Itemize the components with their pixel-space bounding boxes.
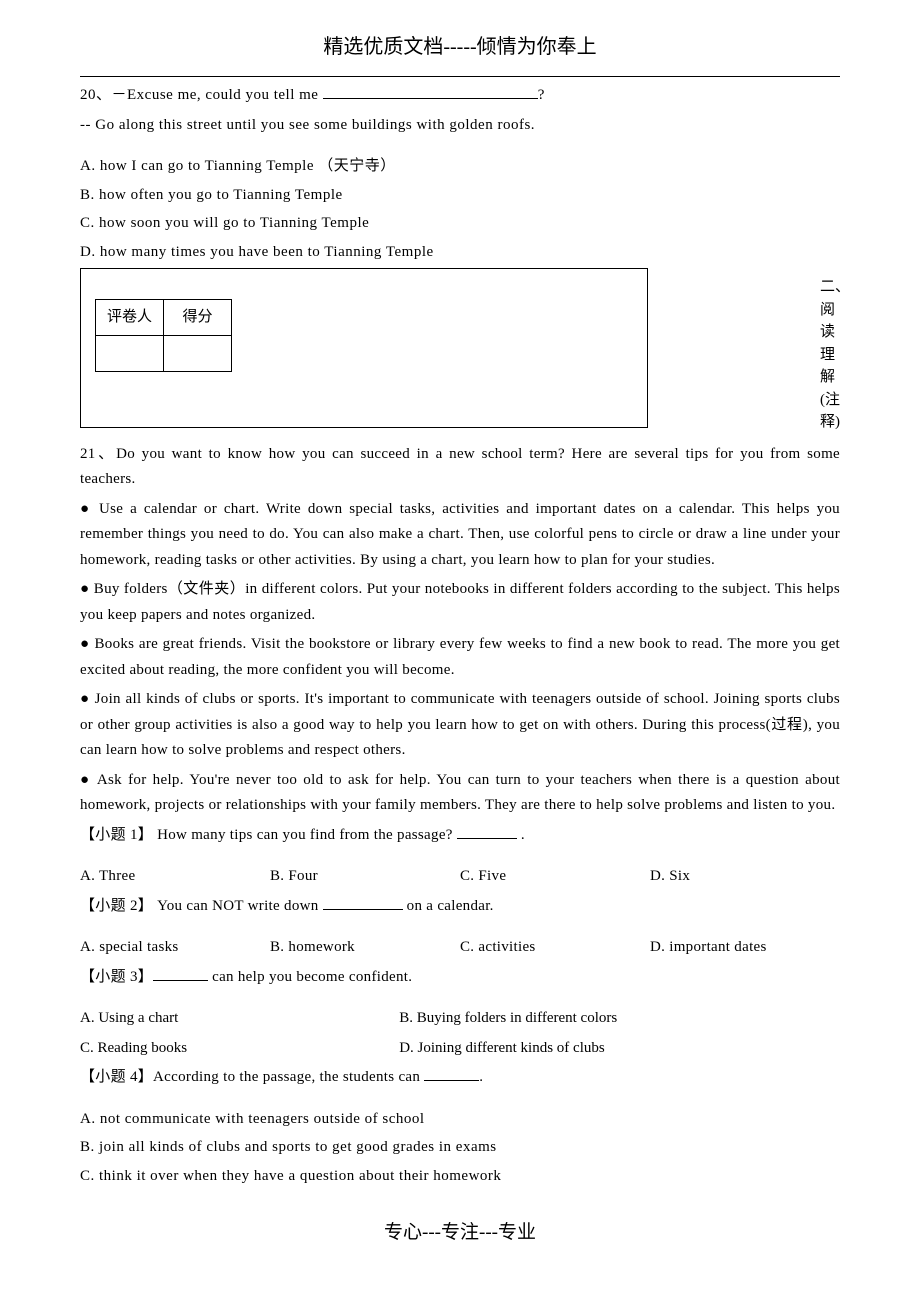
section-title-line-3: 理解: [820, 344, 840, 389]
q21-sub3-options: A. Using a chart B. Buying folders in di…: [80, 1006, 840, 1061]
q21-sub1-d: D. Six: [650, 864, 840, 890]
q20-line2: -- Go along this street until you see so…: [80, 113, 840, 139]
score-box: 评卷人 得分: [80, 268, 648, 428]
section-title-line-4: (注: [820, 389, 840, 412]
q21-bullet-5: ● Ask for help. You're never too old to …: [80, 768, 840, 819]
q21-sub3-c: C. Reading books: [80, 1036, 399, 1062]
q21-sub3-label: 【小题 3】: [80, 969, 153, 985]
q21-sub4-label: 【小题 4】According to the passage, the stud…: [80, 1069, 424, 1085]
q20-prompt1-end: ?: [538, 87, 545, 103]
q21-sub3-end: can help you become confident.: [208, 969, 412, 985]
score-cell-reviewer: [96, 336, 164, 372]
q21-bullet-3: ● Books are great friends. Visit the boo…: [80, 632, 840, 683]
q20-option-d: D. how many times you have been to Tiann…: [80, 240, 840, 266]
q21-sub4: 【小题 4】According to the passage, the stud…: [80, 1065, 840, 1091]
q21-sub4-a: A. not communicate with teenagers outsid…: [80, 1107, 840, 1133]
q21-sub1-a: A. Three: [80, 864, 270, 890]
q21-intro: 21、Do you want to know how you can succe…: [80, 442, 840, 493]
q21-sub2-b: B. homework: [270, 935, 460, 961]
q21-sub4-end: .: [479, 1069, 483, 1085]
section-title-line-5: 释): [820, 411, 840, 434]
q20-number: 20、: [80, 87, 112, 103]
q20-options: A. how I can go to Tianning Temple （天宁寺）…: [80, 154, 840, 265]
q21-sub1-label: 【小题 1】 How many tips can you find from t…: [80, 827, 457, 843]
score-cell-score: [164, 336, 232, 372]
section-title-line-1: 二、: [820, 276, 840, 299]
q21-sub2: 【小题 2】 You can NOT write down on a calen…: [80, 894, 840, 920]
q21-sub1-blank: [457, 838, 517, 839]
q21-sub2-blank: [323, 909, 403, 910]
q21-sub2-c: C. activities: [460, 935, 650, 961]
q21-sub1-c: C. Five: [460, 864, 650, 890]
score-header-score: 得分: [164, 300, 232, 336]
q21-sub2-d: D. important dates: [650, 935, 840, 961]
q21-sub3-d: D. Joining different kinds of clubs: [399, 1036, 840, 1062]
content-area: 20、－Excuse me, could you tell me ? -- Go…: [80, 76, 840, 1189]
q21-bullet-1: ● Use a calendar or chart. Write down sp…: [80, 497, 840, 574]
q21-sub4-b: B. join all kinds of clubs and sports to…: [80, 1135, 840, 1161]
q20-option-b: B. how often you go to Tianning Temple: [80, 183, 840, 209]
q21-bullet-2: ● Buy folders（文件夹）in different colors. P…: [80, 577, 840, 628]
q20-line1: 20、－Excuse me, could you tell me ?: [80, 83, 840, 109]
q21-sub4-options: A. not communicate with teenagers outsid…: [80, 1107, 840, 1190]
q21-sub2-label: 【小题 2】 You can NOT write down: [80, 898, 323, 914]
q21-intro-text: Do you want to know how you can succeed …: [80, 446, 840, 488]
q21-sub1: 【小题 1】 How many tips can you find from t…: [80, 823, 840, 849]
section-title: 二、 阅读 理解 (注 释): [820, 268, 840, 434]
q21-sub2-a: A. special tasks: [80, 935, 270, 961]
q21-sub2-options: A. special tasks B. homework C. activiti…: [80, 935, 840, 961]
q20-prompt1: －Excuse me, could you tell me: [112, 87, 323, 103]
q21-sub3: 【小题 3】 can help you become confident.: [80, 965, 840, 991]
q21-sub1-b: B. Four: [270, 864, 460, 890]
q20-blank: [323, 98, 538, 99]
q21-sub2-end: on a calendar.: [403, 898, 494, 914]
q21-sub4-c: C. think it over when they have a questi…: [80, 1164, 840, 1190]
score-header-reviewer: 评卷人: [96, 300, 164, 336]
section-divider: 评卷人 得分 二、 阅读 理解 (注 释): [80, 268, 840, 434]
q21-sub3-b: B. Buying folders in different colors: [399, 1006, 840, 1032]
q21-sub3-a: A. Using a chart: [80, 1006, 399, 1032]
score-table: 评卷人 得分: [95, 299, 232, 372]
q21-number: 21、: [80, 446, 116, 462]
q21-sub4-blank: [424, 1080, 479, 1081]
q21-sub3-blank: [153, 980, 208, 981]
page-header: 精选优质文档-----倾情为你奉上: [80, 30, 840, 64]
q20-option-a: A. how I can go to Tianning Temple （天宁寺）: [80, 154, 840, 180]
q21-sub1-options: A. Three B. Four C. Five D. Six: [80, 864, 840, 890]
q21-bullet-4: ● Join all kinds of clubs or sports. It'…: [80, 687, 840, 764]
q21-sub1-end: .: [517, 827, 525, 843]
q20-option-c: C. how soon you will go to Tianning Temp…: [80, 211, 840, 237]
section-title-line-2: 阅读: [820, 299, 840, 344]
page-footer: 专心---专注---专业: [80, 1217, 840, 1249]
